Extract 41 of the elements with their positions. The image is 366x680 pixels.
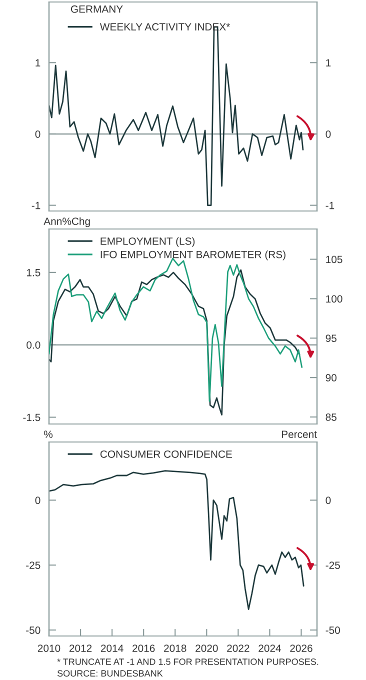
y2-tick-label: 85 bbox=[326, 413, 336, 421]
y-tick-label: -1.5 bbox=[23, 414, 40, 422]
y2-tick-label: -1 bbox=[326, 202, 334, 210]
y-tick-label: -25 bbox=[26, 562, 40, 569]
y2-tick-label: -50 bbox=[326, 626, 340, 634]
y2-tick-label: 95 bbox=[326, 334, 336, 342]
x-tick-label: 2018 bbox=[164, 644, 186, 652]
line-series bbox=[49, 470, 304, 610]
y2-tick-label: 90 bbox=[326, 374, 337, 382]
source-note: SOURCE: BUNDESBANK bbox=[57, 670, 163, 677]
legend-label: CONSUMER CONFIDENCE bbox=[100, 450, 232, 458]
y-tick-label: 0 bbox=[35, 130, 40, 138]
y-tick-label: 0 bbox=[35, 496, 40, 504]
y2-tick-label: 105 bbox=[326, 256, 342, 264]
line-series bbox=[49, 269, 300, 416]
y-tick-label: -50 bbox=[26, 626, 40, 634]
y-tick-label: 1 bbox=[36, 59, 40, 66]
text: * TRUNCATE AT -1 AND 1.5 FOR PRESENTATION PURPOSES. bbox=[57, 658, 318, 665]
y2-axis-title: Percent bbox=[282, 430, 317, 438]
y2-tick-label: 0 bbox=[326, 496, 331, 504]
x-tick-label: 2026 bbox=[290, 644, 312, 652]
x-tick-label: 2016 bbox=[132, 644, 155, 652]
x-tick-label: 2014 bbox=[101, 644, 124, 652]
chart-title: GERMANY bbox=[70, 5, 123, 13]
y-axis-title: Ann%Chg bbox=[44, 217, 90, 228]
legend-label: EMPLOYMENT (LS) bbox=[100, 237, 195, 247]
x-tick-label: 2010 bbox=[38, 644, 60, 652]
x-tick-label: 2024 bbox=[258, 644, 281, 652]
y2-tick-label: -25 bbox=[326, 562, 340, 569]
legend-label: WEEKLY ACTIVITY INDEX* bbox=[100, 23, 230, 31]
y-tick-label: 1.5 bbox=[26, 269, 40, 276]
y-tick-label: -1 bbox=[32, 202, 40, 210]
legend-label: IFO EMPLOYMENT BAROMETER (RS) bbox=[100, 250, 286, 260]
y2-tick-label: 1 bbox=[326, 59, 331, 66]
x-tick-label: 2012 bbox=[69, 644, 92, 652]
y-tick-label: 0.0 bbox=[26, 341, 40, 349]
y-axis-title: % bbox=[44, 430, 53, 438]
y2-tick-label: 0 bbox=[326, 130, 331, 138]
x-tick-label: 2022 bbox=[227, 644, 250, 652]
y2-tick-label: 100 bbox=[326, 295, 342, 303]
x-tick-label: 2020 bbox=[196, 644, 218, 652]
